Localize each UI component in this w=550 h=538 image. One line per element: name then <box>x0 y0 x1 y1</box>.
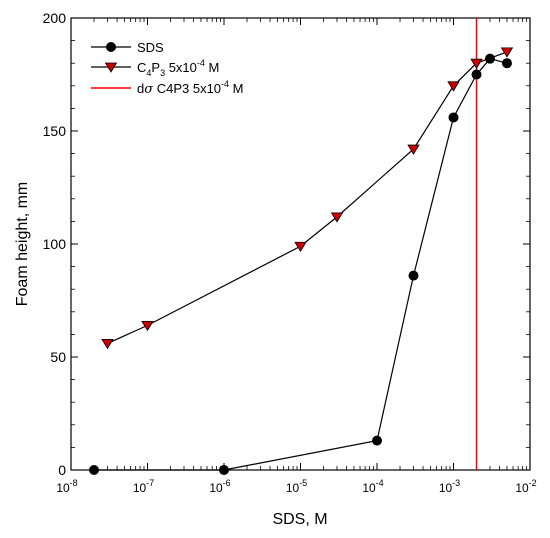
x-tick-label: 10-2 <box>515 478 536 495</box>
data-point-c4p3 <box>500 47 514 58</box>
y-tick-label: 100 <box>43 236 67 252</box>
x-axis-label: SDS, M <box>272 511 327 528</box>
x-tick-label: 10-7 <box>133 478 154 495</box>
series-group <box>89 47 514 475</box>
data-point-sds <box>89 465 100 475</box>
y-tick-labels: 0 50 100 150 200 <box>43 10 67 478</box>
legend: SDS C4P3 5x10-4 M dσ C4P3 5x10-4 M <box>91 40 244 97</box>
data-point-c4p3 <box>447 81 460 92</box>
x-tick-label: 10-5 <box>286 478 307 495</box>
legend-c4p3-marker <box>104 62 118 73</box>
data-point-sds <box>408 270 419 281</box>
y-tick-label: 50 <box>50 349 66 365</box>
y-axis-label: Foam height, mm <box>14 182 31 306</box>
data-point-c4p3 <box>330 212 344 223</box>
y-tick-label: 150 <box>43 123 67 139</box>
y-tick-label: 200 <box>43 10 67 26</box>
data-point-sds <box>219 465 229 475</box>
data-point-c4p3 <box>141 320 154 332</box>
data-point-sds <box>448 112 459 123</box>
legend-sds-marker <box>106 42 116 52</box>
x-tick-label: 10-6 <box>209 478 230 495</box>
data-point-sds <box>501 58 512 69</box>
legend-c4p3-label: C4P3 5x10-4 M <box>137 58 219 78</box>
data-point-c4p3 <box>101 339 114 350</box>
data-point-c4p3 <box>407 144 420 155</box>
series-line-1 <box>107 51 508 344</box>
x-tick-label: 10-8 <box>56 478 77 495</box>
data-point-sds <box>471 69 482 80</box>
data-point-sds <box>372 435 382 446</box>
data-point-c4p3 <box>294 241 307 253</box>
data-point-c4p3 <box>470 58 483 69</box>
axis-ticks <box>70 17 531 471</box>
series-line-0 <box>94 58 508 471</box>
y-tick-label: 0 <box>58 462 66 478</box>
x-tick-label: 10-4 <box>362 478 383 495</box>
x-tick-label: 10-3 <box>439 478 460 495</box>
x-tick-labels: 10-8 10-7 10-6 10-5 10-4 10-3 10-2 <box>56 478 536 495</box>
legend-vline-label: dσ C4P3 5x10-4 M <box>137 79 244 97</box>
legend-sds-label: SDS <box>137 40 164 55</box>
